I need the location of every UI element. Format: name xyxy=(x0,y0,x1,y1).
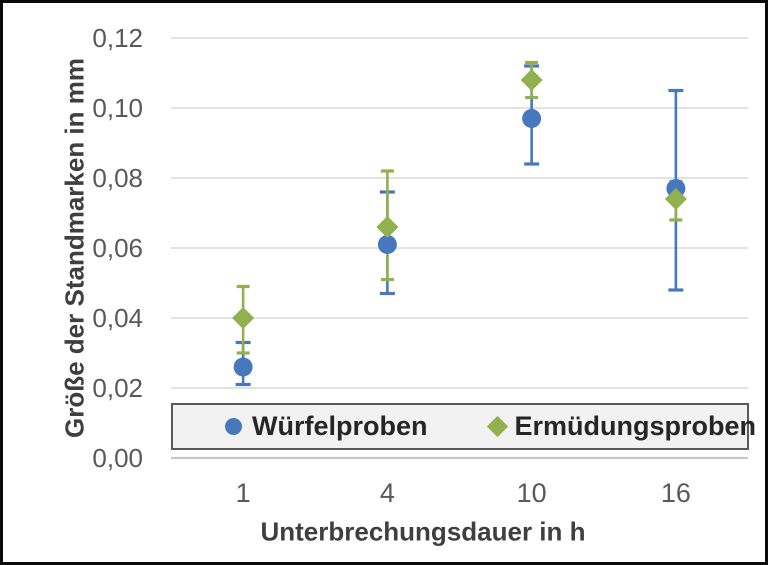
legend-label-wuerfelproben: Würfelproben xyxy=(252,411,428,441)
legend-label-ermuedungsproben: Ermüdungsproben xyxy=(514,411,757,441)
data-point-diamond xyxy=(376,216,399,238)
y-tick-label: 0,12 xyxy=(92,23,143,53)
error-bars-wuerfelproben xyxy=(235,64,684,387)
series-ermuedungsproben xyxy=(232,69,687,329)
legend: Würfelproben Ermüdungsproben xyxy=(171,403,756,450)
diamond-marker-icon xyxy=(486,415,508,438)
data-point-circle xyxy=(522,109,542,128)
legend-item-ermuedungsproben: Ermüdungsproben xyxy=(486,411,757,442)
y-tick-label: 0,08 xyxy=(92,163,143,193)
y-tick-label: 0,00 xyxy=(92,443,143,473)
data-point-diamond xyxy=(232,307,255,329)
y-tick-label: 0,02 xyxy=(92,373,143,403)
x-tick-label: 16 xyxy=(660,478,691,508)
y-tick-label: 0,04 xyxy=(92,303,143,333)
circle-marker-icon xyxy=(225,418,242,435)
data-point-diamond xyxy=(664,188,687,210)
y-tick-label: 0,06 xyxy=(92,233,143,263)
data-point-circle xyxy=(377,235,397,254)
plot-area xyxy=(171,37,748,460)
x-tick-label: 1 xyxy=(235,478,251,508)
y-tick-label: 0,10 xyxy=(92,93,143,123)
x-axis-title: Unterbrechungsdauer in h xyxy=(260,516,586,547)
x-tick-label: 10 xyxy=(516,478,547,508)
data-point-diamond xyxy=(520,69,543,91)
error-bars-ermuedungsproben xyxy=(236,60,683,355)
legend-item-wuerfelproben: Würfelproben xyxy=(225,411,428,442)
x-tick-label: 4 xyxy=(379,478,395,508)
gridlines xyxy=(171,37,748,460)
data-point-circle xyxy=(233,357,253,377)
series-wuerfelproben xyxy=(233,109,686,377)
